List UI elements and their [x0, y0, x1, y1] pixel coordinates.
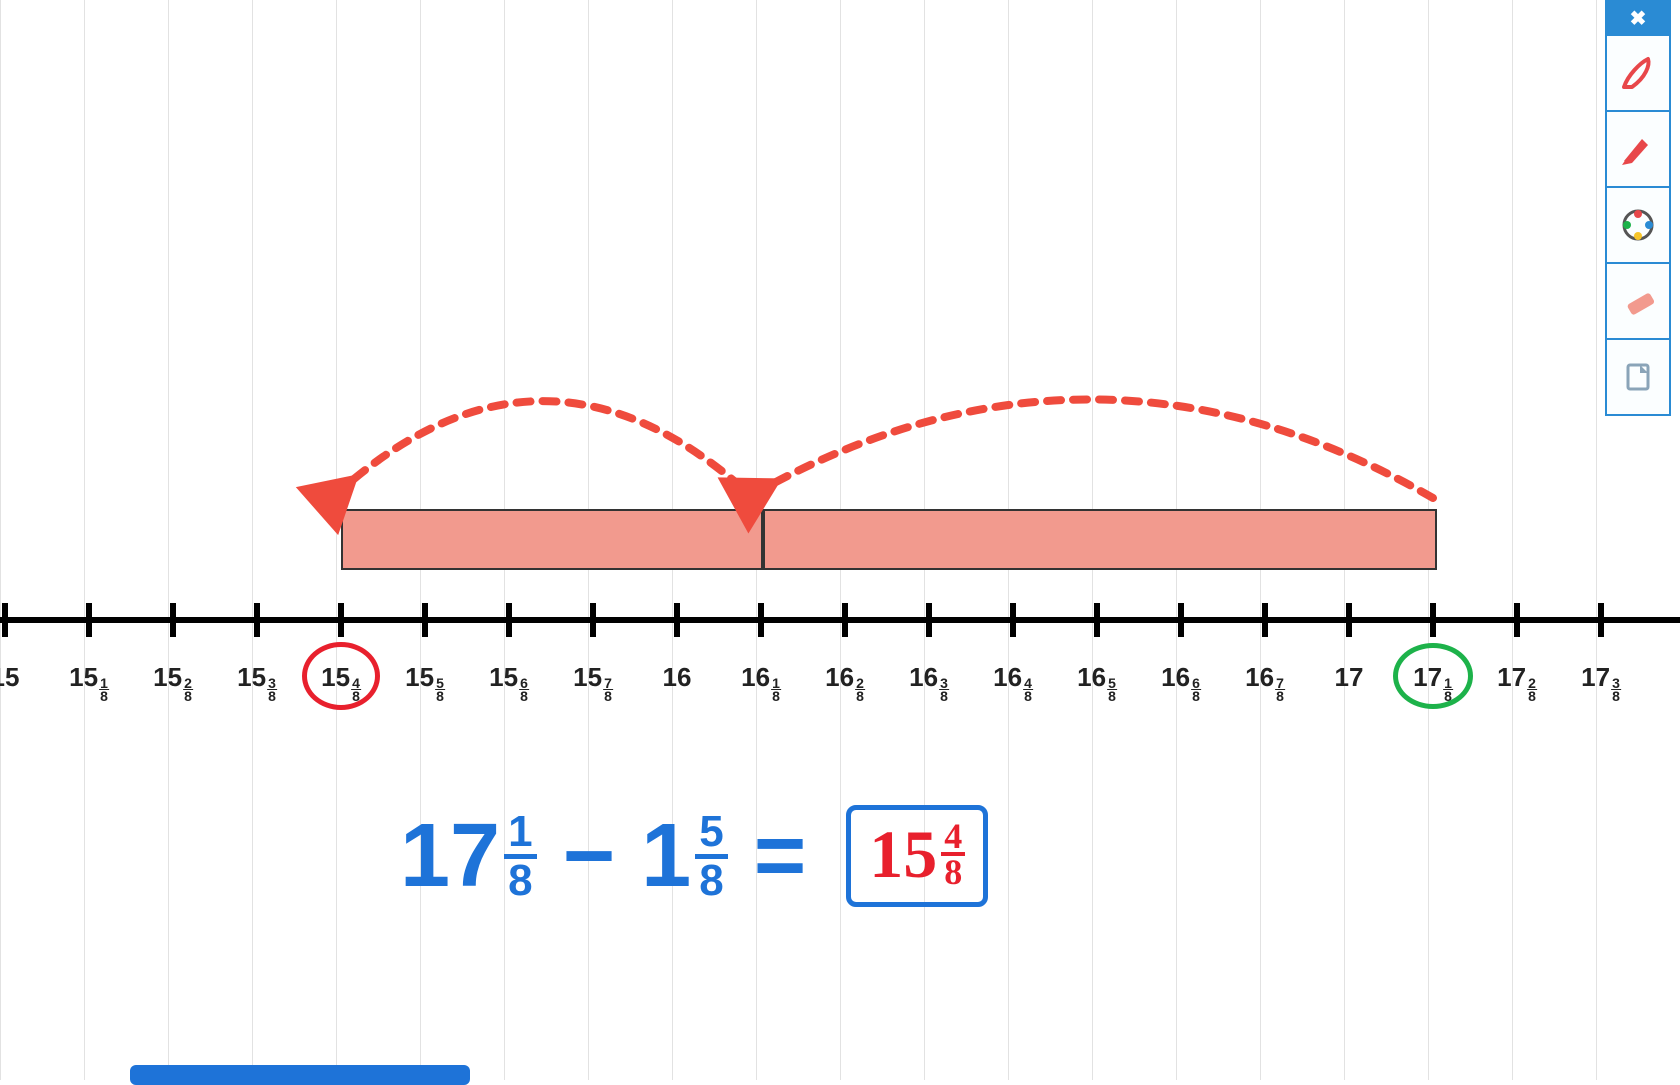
tick-mark — [758, 603, 764, 637]
tick-label: 1628 — [825, 662, 865, 702]
tick-mark — [1346, 603, 1352, 637]
page-tool[interactable] — [1607, 340, 1669, 414]
tick-mark — [842, 603, 848, 637]
drawing-toolbar: ✖ — [1605, 0, 1671, 416]
tick-mark — [1262, 603, 1268, 637]
highlighter-tool[interactable] — [1607, 112, 1669, 188]
tick-mark — [422, 603, 428, 637]
tick-label: 1558 — [405, 662, 445, 702]
answer-value: 1548 — [869, 820, 965, 888]
equation: 1718−158 = 1548 — [400, 805, 988, 907]
tick-label: 1578 — [573, 662, 613, 702]
color-picker-tool[interactable] — [1607, 188, 1669, 264]
tick-mark — [1094, 603, 1100, 637]
number-line-axis — [0, 617, 1680, 623]
label-circle — [1393, 643, 1473, 709]
tick-mark — [1514, 603, 1520, 637]
tick-mark — [1178, 603, 1184, 637]
tick-mark — [1598, 603, 1604, 637]
tick-mark — [338, 603, 344, 637]
pen-tool[interactable] — [1607, 36, 1669, 112]
bar-divider — [761, 511, 765, 568]
subtraction-bar — [341, 509, 1437, 570]
tick-mark — [590, 603, 596, 637]
tick-mark — [926, 603, 932, 637]
eraser-tool[interactable] — [1607, 264, 1669, 340]
tick-label: 1618 — [741, 662, 781, 702]
tick-label: 1538 — [237, 662, 277, 702]
tick-label: 1568 — [489, 662, 529, 702]
tick-label: 16 — [663, 662, 692, 693]
close-icon[interactable]: ✖ — [1607, 2, 1669, 36]
equation-term: 1718 — [400, 810, 537, 903]
tick-mark — [674, 603, 680, 637]
tick-mark — [254, 603, 260, 637]
tick-mark — [506, 603, 512, 637]
answer-box[interactable]: 1548 — [846, 805, 988, 907]
tick-label: 1678 — [1245, 662, 1285, 702]
tick-mark — [1430, 603, 1436, 637]
tick-label: 1648 — [993, 662, 1033, 702]
tick-mark — [86, 603, 92, 637]
equals-sign: = — [754, 811, 807, 901]
tick-label: 1668 — [1161, 662, 1201, 702]
tick-mark — [2, 603, 8, 637]
tick-mark — [170, 603, 176, 637]
tick-label: 1728 — [1497, 662, 1537, 702]
tick-label: 1518 — [69, 662, 109, 702]
tick-label: 1658 — [1077, 662, 1117, 702]
tick-label: 17 — [1335, 662, 1364, 693]
tick-label: 1528 — [153, 662, 193, 702]
tick-label: 15 — [0, 662, 19, 693]
tick-mark — [1010, 603, 1016, 637]
equation-term: 158 — [641, 810, 728, 903]
tick-label: 1638 — [909, 662, 949, 702]
bottom-action-button[interactable] — [130, 1065, 470, 1085]
label-circle — [302, 642, 380, 710]
minus-sign: − — [563, 811, 616, 901]
tick-label: 1738 — [1581, 662, 1621, 702]
